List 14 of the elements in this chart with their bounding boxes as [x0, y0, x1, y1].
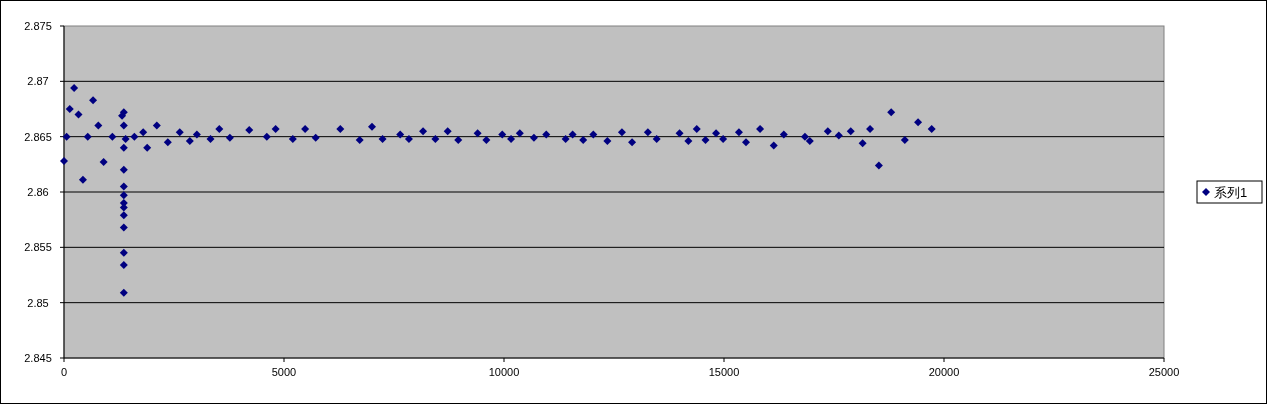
legend-label: 系列1 [1214, 185, 1248, 200]
y-tick-label: 2.865 [24, 130, 52, 143]
y-tick-label: 2.85 [27, 296, 49, 309]
y-tick-label: 2.875 [24, 20, 52, 32]
x-tick-label: 10000 [488, 366, 520, 378]
y-tick-label: 2.845 [24, 352, 52, 364]
x-tick-label: 0 [60, 366, 68, 378]
y-tick-label: 2.855 [24, 241, 52, 254]
y-tick-label: 2.86 [27, 186, 49, 198]
x-tick-label: 5000 [271, 366, 297, 378]
x-tick-label: 15000 [708, 366, 740, 378]
x-tick-label: 25000 [1148, 366, 1180, 378]
y-tick-label: 2.87 [27, 75, 49, 88]
x-tick-label: 20000 [928, 366, 960, 378]
